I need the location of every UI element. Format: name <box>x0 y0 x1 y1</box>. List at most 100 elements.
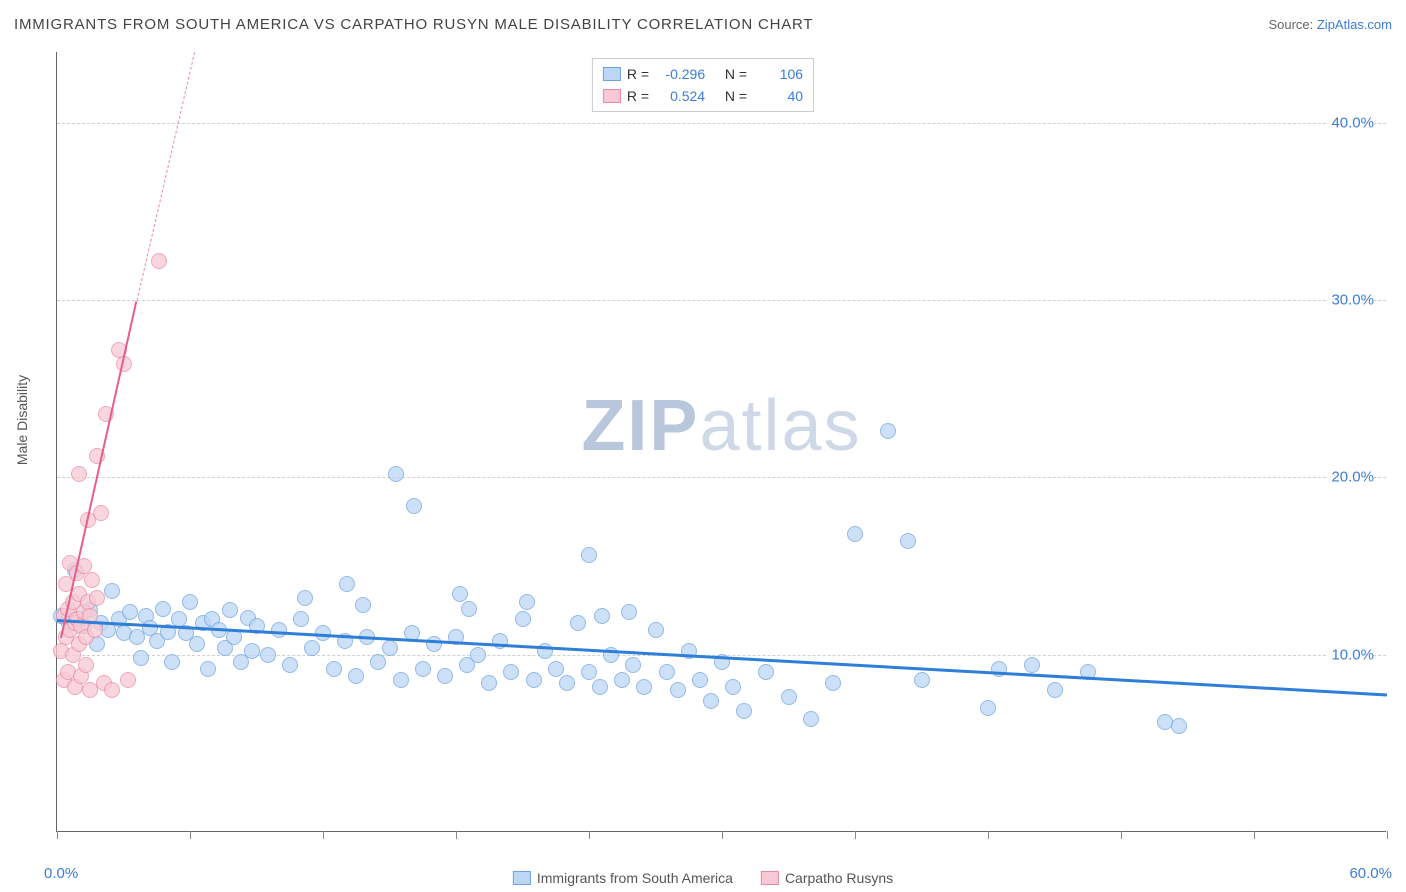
data-point <box>692 672 708 688</box>
data-point <box>104 682 120 698</box>
data-point <box>182 594 198 610</box>
data-point <box>271 622 287 638</box>
x-min-label: 0.0% <box>44 865 78 882</box>
data-point <box>570 615 586 631</box>
data-point <box>151 253 167 269</box>
x-max-label: 60.0% <box>1349 865 1392 882</box>
data-point <box>282 657 298 673</box>
data-point <box>437 668 453 684</box>
data-point <box>452 586 468 602</box>
data-point <box>648 622 664 638</box>
data-point <box>621 604 637 620</box>
data-point <box>758 664 774 680</box>
data-point <box>1047 682 1063 698</box>
y-tick-label: 30.0% <box>1327 292 1374 309</box>
data-point <box>781 689 797 705</box>
data-point <box>581 664 597 680</box>
data-point <box>84 572 100 588</box>
data-point <box>120 672 136 688</box>
watermark-a: ZIP <box>581 386 699 466</box>
legend-swatch-b0 <box>513 871 531 885</box>
legend-label-1: Carpatho Rusyns <box>785 870 893 886</box>
legend-n-label: N = <box>725 85 747 107</box>
data-point <box>382 640 398 656</box>
legend-swatch-b1 <box>761 871 779 885</box>
data-point <box>803 711 819 727</box>
source-link[interactable]: ZipAtlas.com <box>1317 17 1392 32</box>
data-point <box>222 602 238 618</box>
data-point <box>89 590 105 606</box>
data-point <box>388 466 404 482</box>
legend-item-0: Immigrants from South America <box>513 870 733 886</box>
data-point <box>703 693 719 709</box>
data-point <box>348 668 364 684</box>
data-point <box>293 611 309 627</box>
data-point <box>559 675 575 691</box>
data-point <box>625 657 641 673</box>
x-tick <box>190 831 191 839</box>
data-point <box>670 682 686 698</box>
data-point <box>326 661 342 677</box>
data-point <box>461 601 477 617</box>
legend-row-1: R = 0.524 N = 40 <box>603 85 803 107</box>
legend-r-0: -0.296 <box>655 63 705 85</box>
page-title: IMMIGRANTS FROM SOUTH AMERICA VS CARPATH… <box>14 16 813 33</box>
data-point <box>847 526 863 542</box>
data-point <box>914 672 930 688</box>
data-point <box>880 423 896 439</box>
data-point <box>355 597 371 613</box>
data-point <box>1024 657 1040 673</box>
data-point <box>200 661 216 677</box>
gridline-h <box>57 123 1386 124</box>
legend-r-1: 0.524 <box>655 85 705 107</box>
x-tick <box>722 831 723 839</box>
chart-plot-area: ZIPatlas 10.0%20.0%30.0%40.0% <box>56 52 1386 832</box>
trend-line <box>57 619 1387 696</box>
data-point <box>636 679 652 695</box>
y-tick-label: 20.0% <box>1327 469 1374 486</box>
source-prefix: Source: <box>1268 17 1316 32</box>
data-point <box>736 703 752 719</box>
data-point <box>581 547 597 563</box>
data-point <box>1171 718 1187 734</box>
legend-r-label: R = <box>627 85 649 107</box>
x-tick <box>589 831 590 839</box>
x-tick <box>988 831 989 839</box>
x-tick <box>855 831 856 839</box>
data-point <box>71 466 87 482</box>
data-point <box>393 672 409 688</box>
x-tick <box>1121 831 1122 839</box>
legend-row-0: R = -0.296 N = 106 <box>603 63 803 85</box>
y-tick-label: 40.0% <box>1327 114 1374 131</box>
data-point <box>519 594 535 610</box>
x-tick <box>323 831 324 839</box>
data-point <box>244 643 260 659</box>
legend-r-label: R = <box>627 63 649 85</box>
legend-swatch-1 <box>603 89 621 103</box>
data-point <box>548 661 564 677</box>
data-point <box>133 650 149 666</box>
data-point <box>93 505 109 521</box>
watermark: ZIPatlas <box>581 385 861 467</box>
source-attr: Source: ZipAtlas.com <box>1268 17 1392 32</box>
data-point <box>155 601 171 617</box>
gridline-h <box>57 477 1386 478</box>
data-point <box>122 604 138 620</box>
data-point <box>370 654 386 670</box>
data-point <box>725 679 741 695</box>
data-point <box>825 675 841 691</box>
data-point <box>297 590 313 606</box>
legend-n-0: 106 <box>753 63 803 85</box>
legend-n-1: 40 <box>753 85 803 107</box>
data-point <box>900 533 916 549</box>
data-point <box>470 647 486 663</box>
y-axis-title: Male Disability <box>14 375 30 465</box>
legend-stats: R = -0.296 N = 106 R = 0.524 N = 40 <box>592 58 814 112</box>
data-point <box>592 679 608 695</box>
data-point <box>594 608 610 624</box>
watermark-b: atlas <box>699 386 861 466</box>
data-point <box>304 640 320 656</box>
data-point <box>426 636 442 652</box>
data-point <box>526 672 542 688</box>
x-tick <box>1254 831 1255 839</box>
